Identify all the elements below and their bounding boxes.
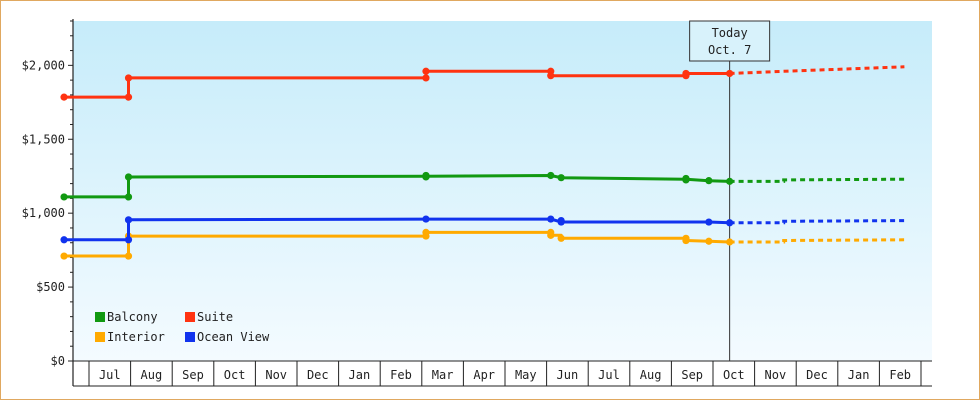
series-suite-point [124, 74, 133, 82]
series-suite-point [422, 74, 430, 82]
series-suite-point [682, 69, 690, 78]
series-interior-point [422, 228, 430, 236]
series-interior-point [547, 231, 555, 239]
series-suite-point [726, 69, 734, 78]
x-month-label: Feb [390, 368, 412, 382]
x-month-label: Dec [806, 368, 828, 382]
x-month-label: Sep [182, 368, 204, 382]
x-month-label: Aug [640, 368, 662, 382]
series-interior-point [726, 238, 734, 246]
series-interior-point [124, 252, 133, 260]
series-balcony-point [124, 193, 133, 201]
series-balcony-point [557, 174, 565, 182]
today-box [689, 20, 771, 62]
series-ocean-view-point [705, 218, 713, 226]
series-balcony-point [682, 176, 690, 184]
x-month-label: Nov [265, 368, 287, 382]
series-interior-point [682, 236, 690, 245]
series-ocean-view-point [60, 236, 68, 244]
legend-label-suite: Suite [197, 310, 233, 324]
series-ocean-view-point [422, 215, 430, 223]
y-tick-label: $1,500 [22, 132, 65, 146]
x-month-label: Aug [141, 368, 163, 382]
legend-swatch-interior [95, 332, 105, 342]
x-month-label: Dec [307, 368, 329, 382]
series-interior-forecast [729, 238, 905, 244]
x-month-label: Feb [889, 368, 911, 382]
x-month-label: Oct [723, 368, 745, 382]
legend-swatch-balcony [95, 312, 105, 322]
series-interior-point [60, 252, 68, 260]
x-month-label: Mar [432, 368, 454, 382]
x-month-label: Sep [681, 368, 703, 382]
y-tick-label: $0 [51, 354, 65, 368]
legend-label-interior: Interior [107, 330, 165, 344]
series-ocean-view-point [124, 236, 133, 244]
x-month-label: Nov [765, 368, 787, 382]
legend-swatch-suite [185, 312, 195, 322]
x-month-label: Oct [224, 368, 246, 382]
series-suite-forecast [729, 65, 905, 75]
series-balcony-point [60, 193, 68, 201]
today-date: Oct. 7 [708, 43, 751, 57]
series-interior-point [557, 234, 565, 242]
series-balcony-forecast [729, 177, 905, 183]
series-balcony-point [726, 177, 734, 185]
series-ocean-view-point [726, 219, 734, 227]
series-ocean-view-point [557, 218, 565, 226]
x-month-label: Jul [99, 368, 121, 382]
legend-label-balcony: Balcony [107, 310, 158, 324]
x-month-label: Jan [848, 368, 870, 382]
legend-swatch-ocean-view [185, 332, 195, 342]
x-month-label: Apr [473, 368, 495, 382]
x-month-label: May [515, 368, 537, 382]
series-balcony-point [547, 171, 555, 180]
series-balcony-point [124, 173, 133, 181]
today-label: Today [712, 26, 748, 40]
series-interior-point [705, 237, 713, 245]
series-balcony-point [422, 171, 430, 180]
y-tick-label: $1,000 [22, 206, 65, 220]
x-month-label: Jan [349, 368, 371, 382]
y-tick-label: $2,000 [22, 58, 65, 72]
series-ocean-view-forecast [729, 219, 905, 225]
series-balcony-point [705, 177, 713, 185]
series-suite-point [124, 93, 133, 101]
x-month-label: Jul [598, 368, 620, 382]
series-suite-point [547, 72, 555, 80]
series-suite-point [422, 67, 430, 75]
legend-label-ocean-view: Ocean View [197, 330, 270, 344]
series-ocean-view-point [547, 215, 555, 223]
series-suite-point [60, 93, 68, 101]
series-ocean-view-point [124, 216, 133, 224]
x-month-label: Jun [557, 368, 579, 382]
y-tick-label: $500 [36, 280, 65, 294]
